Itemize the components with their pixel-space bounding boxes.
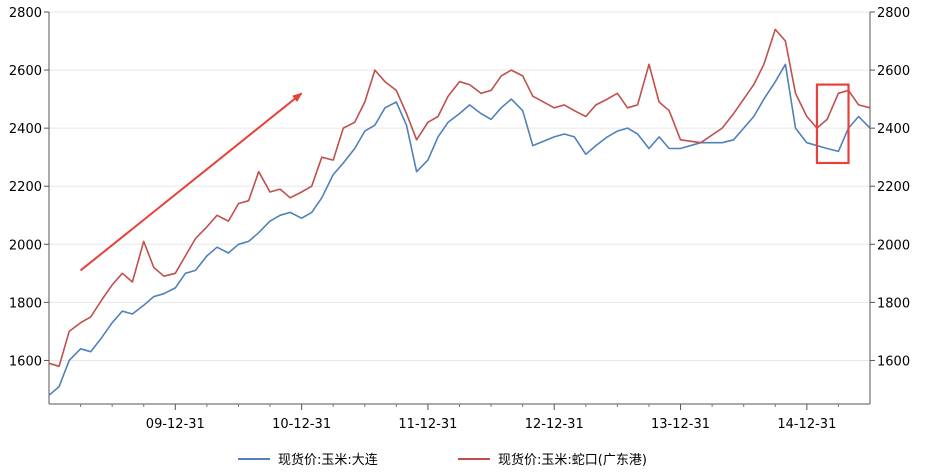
left-tick-label-6: 2800 bbox=[9, 6, 42, 21]
x-tick-label-3: 12-12-31 bbox=[525, 417, 584, 432]
x-tick-label-2: 11-12-31 bbox=[398, 417, 457, 432]
series-layer bbox=[48, 28, 871, 396]
x-tick-label-4: 13-12-31 bbox=[651, 417, 710, 432]
x-tick-label-1: 10-12-31 bbox=[272, 417, 331, 432]
left-tick-label-0: 1600 bbox=[9, 354, 42, 369]
x-axis: 09-12-31 10-12-31 11-12-31 12-12-31 13-12-31… bbox=[80, 404, 839, 432]
annotation-layer bbox=[79, 83, 850, 272]
legend-label-0: 现货价:玉米:大连 bbox=[278, 452, 378, 468]
left-tick-label-4: 2400 bbox=[9, 122, 42, 137]
right-tick-label-0: 1600 bbox=[877, 354, 910, 369]
grid-lines bbox=[49, 11, 870, 361]
right-tick-label-1: 1800 bbox=[877, 296, 910, 311]
right-tick-label-5: 2600 bbox=[877, 64, 910, 79]
left-tick-label-5: 2600 bbox=[9, 64, 42, 79]
x-tick-label-0: 09-12-31 bbox=[146, 417, 205, 432]
right-y-axis: 1600 1800 2000 2200 2400 2600 2800 bbox=[870, 6, 910, 369]
left-tick-label-1: 1800 bbox=[9, 296, 42, 311]
left-y-axis: 1600 1800 2000 2200 2400 2600 2800 bbox=[9, 6, 49, 369]
right-tick-label-6: 2800 bbox=[877, 6, 910, 21]
left-tick-label-2: 2000 bbox=[9, 238, 42, 253]
series-line-0 bbox=[48, 63, 871, 396]
highlight-box bbox=[815, 83, 850, 165]
right-tick-label-4: 2400 bbox=[877, 122, 910, 137]
right-tick-label-2: 2000 bbox=[877, 238, 910, 253]
legend-label-1: 现货价:玉米:蛇口(广东港) bbox=[498, 452, 647, 468]
right-tick-label-3: 2200 bbox=[877, 180, 910, 195]
series-line-1 bbox=[48, 28, 871, 368]
legend: 现货价:玉米:大连 现货价:玉米:蛇口(广东港) bbox=[238, 452, 647, 468]
left-tick-label-3: 2200 bbox=[9, 180, 42, 195]
x-tick-label-5: 14-12-31 bbox=[777, 417, 836, 432]
trend-arrow bbox=[79, 92, 303, 272]
axes bbox=[48, 12, 871, 405]
